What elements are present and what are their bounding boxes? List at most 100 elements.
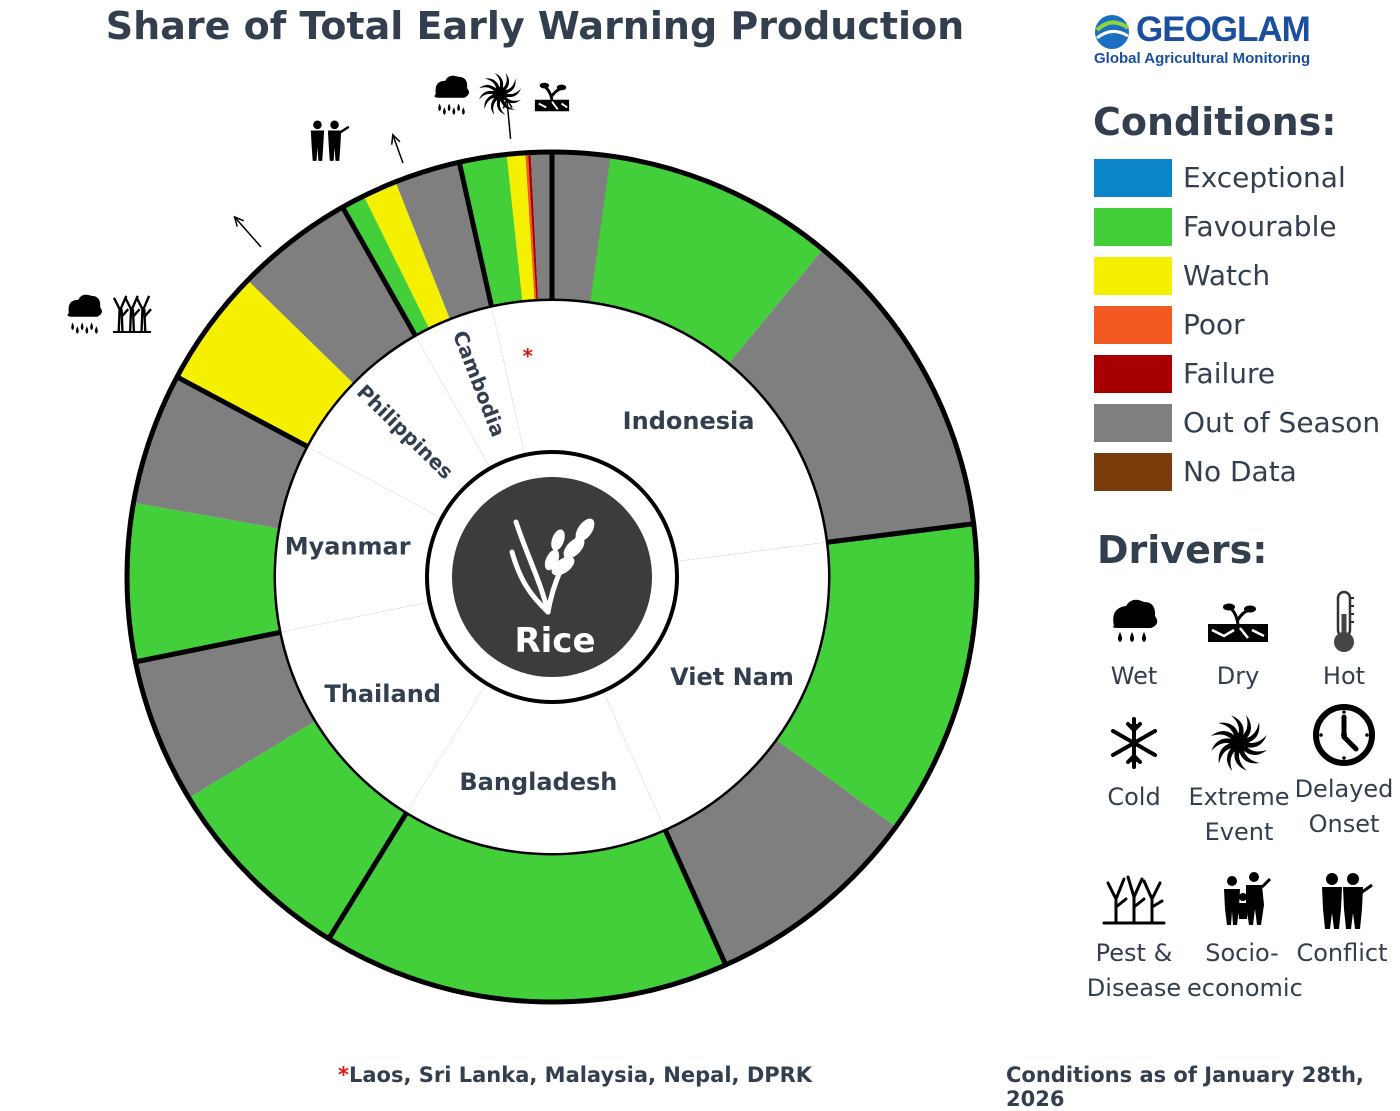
driver-legend-conflict: Conflict — [1287, 868, 1397, 971]
dry-icon — [534, 82, 570, 112]
conflict-icon — [1287, 868, 1397, 936]
conflict-icon — [310, 120, 350, 161]
condition-ring — [124, 149, 980, 1005]
condition-segment-myanmar-favourable — [126, 502, 282, 662]
conditions-date: Conditions as of January 28th, 2026 — [1006, 1063, 1364, 1111]
donut-chart: Indonesia Viet Nam Bangladesh Thailand Myanm… — [67, 73, 980, 1005]
condition-segment-other-poor — [525, 152, 537, 302]
driver-legend-wet: Wet — [1079, 591, 1189, 694]
condition-segment-thailand-favourable — [188, 720, 408, 939]
footnote: *Laos, Sri Lanka, Malaysia, Nepal, DPRK — [338, 1063, 812, 1087]
condition-segment-philippines-watch — [177, 280, 355, 448]
country-segment-indonesia — [552, 301, 826, 562]
cold-icon — [1079, 712, 1189, 780]
driver-legend-socio-economic: Socio-economic — [1187, 868, 1303, 1006]
rice-center: Rice — [425, 450, 679, 704]
country-label-thailand: Thailand — [324, 680, 441, 708]
conditions-heading: Conditions: — [1093, 100, 1337, 144]
footnote-text: Laos, Sri Lanka, Malaysia, Nepal, DPRK — [348, 1063, 813, 1087]
legend-label: Poor — [1183, 308, 1245, 341]
condition-segment-other-favourable — [459, 154, 523, 308]
legend-swatch — [1094, 404, 1172, 442]
drivers-heading: Drivers: — [1097, 528, 1268, 572]
logo-subtitle: Global Agricultural Monitoring — [1094, 50, 1311, 67]
legend-swatch — [1094, 453, 1172, 491]
legend-label: Failure — [1183, 357, 1276, 390]
country-segment-viet-nam — [603, 542, 828, 829]
logo-wordmark: GEOGLAM — [1136, 10, 1311, 49]
chart-title: Share of Total Early Warning Production — [105, 4, 965, 48]
condition-segment-myanmar-out-of-season — [133, 376, 309, 529]
country-segment-myanmar — [276, 447, 440, 633]
driver-label: Pest & Disease — [1086, 939, 1182, 1002]
geoglam-logo: GEOGLAM Global Agricultural Monitoring — [1092, 10, 1392, 72]
callout-arrowhead — [391, 133, 401, 145]
condition-segment-thailand-out-of-season — [135, 632, 317, 798]
driver-label: Hot — [1322, 662, 1366, 690]
legend-label: Favourable — [1183, 210, 1337, 243]
center-label: Rice — [514, 621, 595, 661]
country-ring: Indonesia Viet Nam Bangladesh Thailand Myanm… — [276, 301, 828, 853]
driver-label: Conflict — [1296, 939, 1388, 967]
country-segment-other — [491, 301, 552, 454]
callout-arrowhead — [233, 215, 245, 227]
callout-arrow — [234, 216, 262, 248]
driver-label: Dry — [1216, 662, 1260, 690]
country-segment-bangladesh — [407, 685, 665, 853]
driver-label: Delayed Onset — [1294, 775, 1394, 838]
footnote-marker: * — [338, 1063, 349, 1087]
condition-segment-other-watch — [506, 152, 535, 303]
legend-item-poor: Poor — [1094, 306, 1394, 346]
condition-segment-cambodia-watch — [363, 181, 451, 330]
legend-label: Out of Season — [1183, 406, 1381, 439]
callout-other — [434, 73, 570, 140]
condition-segment-viet-nam-favourable — [775, 523, 977, 827]
legend-item-exceptional: Exceptional — [1094, 159, 1394, 199]
condition-segment-other-failure — [527, 152, 539, 302]
legend-item-no-data: No Data — [1094, 453, 1394, 493]
driver-label: Extreme Event — [1188, 783, 1290, 846]
legend-swatch — [1094, 257, 1172, 295]
country-label-other: * — [523, 344, 534, 368]
legend-item-watch: Watch — [1094, 257, 1394, 297]
callout-cambodia — [310, 120, 404, 164]
callout-arrow — [506, 99, 512, 140]
legend-label: No Data — [1183, 455, 1297, 488]
country-label-indonesia: Indonesia — [623, 407, 755, 435]
country-label-viet-nam: Viet Nam — [670, 663, 794, 691]
driver-legend-pest-disease: Pest & Disease — [1079, 868, 1189, 1006]
legend-swatch — [1094, 306, 1172, 344]
wet-icon — [434, 75, 469, 115]
center-disc — [452, 477, 652, 677]
legend-item-out-of-season: Out of Season — [1094, 404, 1394, 444]
country-segment-philippines — [308, 336, 490, 518]
legend-label: Watch — [1183, 259, 1271, 292]
wet-icon — [67, 294, 102, 334]
condition-segment-bangladesh-favourable — [328, 811, 726, 1002]
globe-icon — [1095, 15, 1130, 49]
driver-callouts — [67, 73, 570, 334]
condition-segment-cambodia-favourable — [342, 195, 430, 337]
country-label-myanmar: Myanmar — [285, 532, 411, 560]
country-segment-cambodia — [416, 307, 525, 467]
condition-segment-philippines-out-of-season — [247, 207, 417, 385]
pest-disease-icon — [112, 295, 152, 333]
legend-swatch — [1094, 355, 1172, 393]
wet-icon — [1079, 591, 1189, 659]
legend-item-favourable: Favourable — [1094, 208, 1394, 248]
driver-legend-dry: Dry — [1183, 591, 1293, 694]
legend-swatch — [1094, 159, 1172, 197]
driver-legend-delayed-onset: Delayed Onset — [1289, 704, 1399, 842]
pest-disease-icon — [1079, 868, 1189, 936]
driver-label: Wet — [1110, 662, 1158, 690]
callout-arrow — [392, 134, 404, 164]
dry-icon — [1183, 591, 1293, 659]
driver-legend-extreme-event: Extreme Event — [1184, 712, 1294, 850]
legend-swatch — [1094, 208, 1172, 246]
socio-economic-icon — [1187, 868, 1297, 936]
rice-icon — [509, 518, 595, 615]
driver-label: Socio-economic — [1187, 939, 1303, 1002]
delayed-onset-icon — [1289, 704, 1399, 772]
country-segment-thailand — [281, 602, 486, 812]
legend-label: Exceptional — [1183, 161, 1346, 194]
